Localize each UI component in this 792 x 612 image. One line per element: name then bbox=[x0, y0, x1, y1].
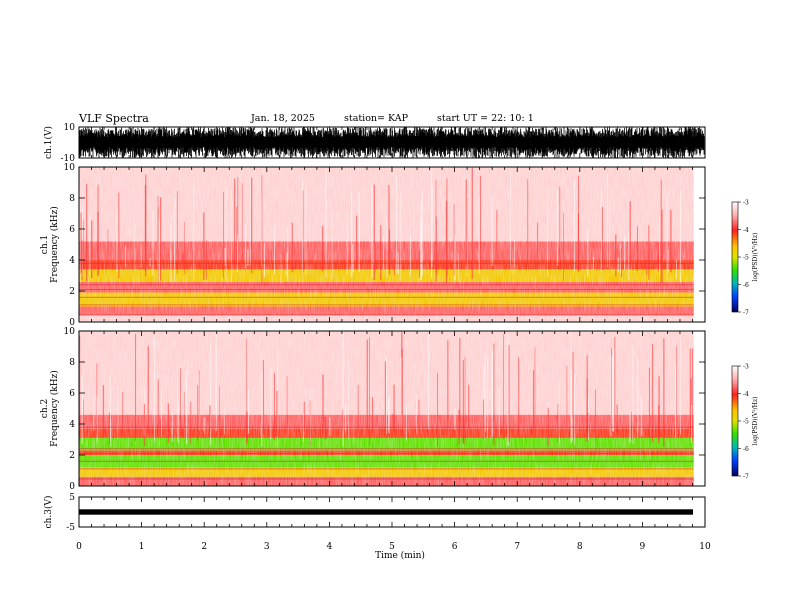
ch1-ylabel: ch.1(V) bbox=[43, 126, 54, 159]
colorbar-tick-label: -6 bbox=[743, 282, 749, 289]
y-tick-label: 0 bbox=[69, 318, 75, 328]
frequency-ylabel: Frequency (kHz) bbox=[49, 206, 60, 283]
colorbar-gradient bbox=[731, 201, 739, 313]
y-tick-label: -5 bbox=[66, 523, 75, 533]
x-axis-label: Time (min) bbox=[375, 550, 425, 561]
date-label: Jan. 18, 2025 bbox=[251, 113, 315, 124]
x-tick-label: 6 bbox=[452, 542, 458, 552]
y-tick-label: 2 bbox=[69, 451, 75, 461]
speckle-texture bbox=[79, 167, 694, 322]
frequency-ylabel: Frequency (kHz) bbox=[49, 370, 60, 447]
x-tick-label: 2 bbox=[201, 542, 207, 552]
colorbar-tick-label: -3 bbox=[743, 364, 749, 371]
colorbar-tick-label: -3 bbox=[743, 200, 749, 207]
x-tick-label: 9 bbox=[640, 542, 646, 552]
y-tick-label: 10 bbox=[64, 163, 76, 173]
x-tick-label: 0 bbox=[76, 542, 82, 552]
y-tick-label: 4 bbox=[69, 420, 75, 430]
x-tick-label: 3 bbox=[264, 542, 270, 552]
x-tick-label: 10 bbox=[699, 542, 711, 552]
x-tick-label: 7 bbox=[514, 542, 520, 552]
time-axis: 0 1 2 3 4 5 6 7 8 9 10 Time (min) bbox=[76, 542, 711, 561]
colorbar-tick-label: -7 bbox=[743, 310, 749, 317]
colorbar-label: log(PSD)(V²/Hz) bbox=[752, 397, 759, 446]
y-tick-label: 8 bbox=[69, 194, 75, 204]
y-tick-label: 6 bbox=[69, 389, 75, 399]
y-tick-label: -10 bbox=[61, 154, 76, 164]
y-tick-label: 10 bbox=[64, 123, 76, 133]
y-tick-label: 10 bbox=[64, 327, 76, 337]
x-tick-label: 1 bbox=[139, 542, 145, 552]
ch3-waveform-panel: 5 -5 ch.3(V) bbox=[43, 493, 706, 533]
ch1-trace bbox=[78, 127, 705, 158]
x-tick-label: 8 bbox=[577, 542, 583, 552]
ch1-colorbar: -3 -4 -5 -6 -7 log(PSD)(V²/Hz) bbox=[731, 200, 759, 317]
colorbar-tick-label: -4 bbox=[743, 227, 749, 234]
colorbar-tick-label: -4 bbox=[743, 391, 749, 398]
x-tick-label: 4 bbox=[327, 542, 333, 552]
colorbar-tick-label: -5 bbox=[743, 255, 749, 262]
colorbar-tick-label: -6 bbox=[743, 446, 749, 453]
ch3-ylabel: ch.3(V) bbox=[43, 496, 54, 529]
station-label: station= KAP bbox=[344, 113, 408, 124]
colorbar-tick-label: -5 bbox=[743, 419, 749, 426]
colorbar-tick-label: -7 bbox=[743, 474, 749, 481]
ch1-waveform-panel: 10 -10 ch.1(V) bbox=[43, 123, 706, 164]
chart-title: VLF Spectra bbox=[79, 112, 149, 125]
channel-label: ch.1 bbox=[40, 235, 50, 254]
y-tick-label: 0 bbox=[69, 482, 75, 492]
start-time-label: start UT = 22: 10: 1 bbox=[437, 113, 534, 124]
y-tick-label: 6 bbox=[69, 225, 75, 235]
y-tick-label: 8 bbox=[69, 358, 75, 368]
y-tick-label: 2 bbox=[69, 287, 75, 297]
colorbar-gradient bbox=[731, 365, 739, 477]
ch2-colorbar: -3 -4 -5 -6 -7 log(PSD)(V²/Hz) bbox=[731, 364, 759, 481]
colorbar-label: log(PSD)(V²/Hz) bbox=[752, 233, 759, 282]
y-tick-label: 5 bbox=[69, 493, 75, 503]
ch1-spectrogram-panel: 0 2 4 6 8 10 ch.1 Frequency (kHz) bbox=[40, 163, 706, 328]
ch2-spectrogram-panel: 0 2 4 6 8 10 ch.2 Frequency (kHz) bbox=[40, 327, 706, 492]
ch3-trace bbox=[79, 509, 693, 515]
channel-label: ch.2 bbox=[40, 399, 50, 418]
y-tick-label: 4 bbox=[69, 256, 75, 266]
x-tick-label: 5 bbox=[389, 542, 395, 552]
